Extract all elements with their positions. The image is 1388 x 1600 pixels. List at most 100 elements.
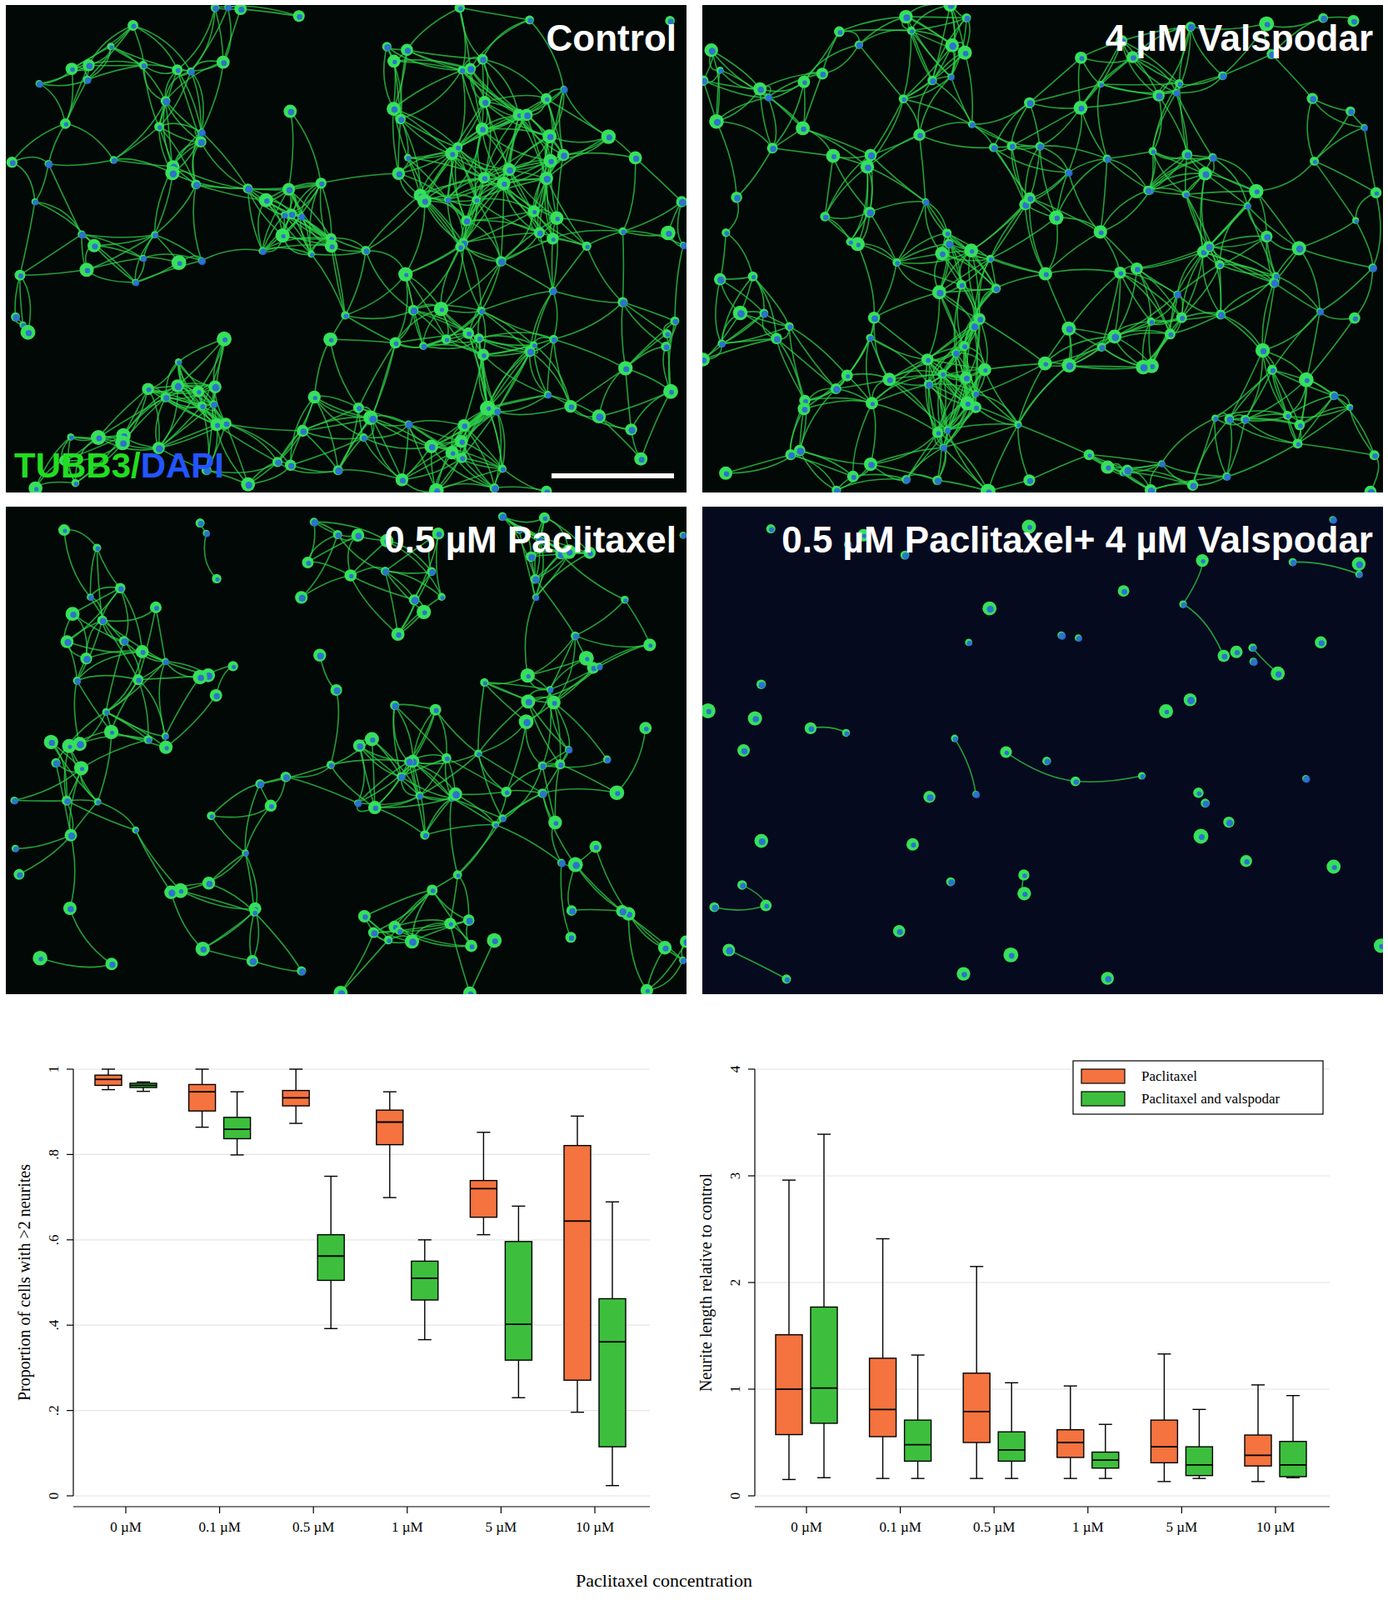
cell-body [333,464,344,475]
neurite [459,177,485,247]
neurite [81,234,144,259]
neurite [1153,95,1163,152]
cell-body [1097,80,1104,88]
nucleus [868,335,874,342]
cell-body [670,316,680,326]
neurite [247,188,283,235]
neurite [1039,145,1057,218]
nucleus [1209,154,1217,162]
cell-body [1370,187,1382,199]
neurite [394,60,462,70]
neurite [1355,220,1373,269]
neurite [788,326,836,390]
nucleus [773,335,781,343]
cell-body [382,41,392,51]
nucleus [532,209,537,215]
neurite [635,157,683,202]
nucleus [157,124,163,130]
cell-body [1291,240,1306,255]
nucleus [664,344,670,350]
neurite [715,279,722,344]
neurite [1153,92,1177,151]
cell-body [549,334,559,345]
nucleus [174,383,183,391]
neurite [857,166,868,245]
neurite [716,69,720,121]
nucleus [765,94,774,102]
neurite [133,25,178,70]
cell-body [14,269,26,281]
neurite [134,234,155,283]
nucleus [329,244,335,250]
cell-body [219,417,232,430]
nucleus [1374,191,1379,196]
cell-body [1023,97,1035,109]
neurite [1312,98,1351,111]
nucleus [176,359,182,365]
cell-body [660,341,671,352]
nucleus [1134,266,1141,273]
cell-body [150,230,159,239]
neurite [457,147,485,179]
cell-body [502,163,516,177]
cell-body [387,54,401,69]
nucleus [91,243,98,250]
neurite [990,259,1046,275]
neurite [932,80,972,125]
nucleus [36,80,44,88]
nucleus [555,216,560,221]
neurite [214,7,224,62]
nucleus [501,181,507,187]
figure: ControlTUBB3/DAPI4 µM Valspodar0.5 µM Pa… [0,0,1388,1600]
nucleus [140,255,147,262]
cell-body [275,228,290,243]
neurite [134,260,201,283]
cell-body [847,470,859,483]
neurite [19,201,35,275]
neurite [201,249,263,261]
nucleus [458,5,464,11]
neurite [494,486,547,491]
neurite [1011,145,1030,199]
nucleus [964,15,971,22]
neurite [803,128,868,167]
cell-body [679,241,687,250]
neurite [154,184,197,235]
neurite [984,369,1019,425]
nucleus [163,394,170,401]
cell-body [293,9,305,22]
neurite [1208,246,1277,276]
cell-body [408,304,420,316]
cell-body [164,165,180,180]
neurite [461,410,497,458]
neurite [190,71,204,133]
cell-body [324,239,339,253]
neurite [984,363,1045,370]
neurite [838,16,906,32]
cell-body [59,118,71,130]
neurite [393,109,408,158]
nucleus [274,459,282,467]
neurite [393,60,395,109]
neurite [937,479,989,491]
neurite [1045,273,1069,329]
neurite [469,19,530,69]
cell-body [398,266,413,281]
nucleus [224,421,230,428]
neurite [725,454,791,474]
cell-body [20,324,36,340]
nucleus [222,337,228,343]
cell-body [456,452,468,464]
neurite [338,469,403,480]
neurite [484,177,540,233]
cell-body [922,198,930,206]
nucleus [544,97,550,102]
cell-body [864,149,878,162]
neurite [1018,365,1069,425]
neurite [847,337,870,375]
nucleus [545,392,552,399]
neurite [400,69,462,120]
neurite [631,391,671,430]
cell-body [816,67,829,80]
cell-body [557,149,570,162]
